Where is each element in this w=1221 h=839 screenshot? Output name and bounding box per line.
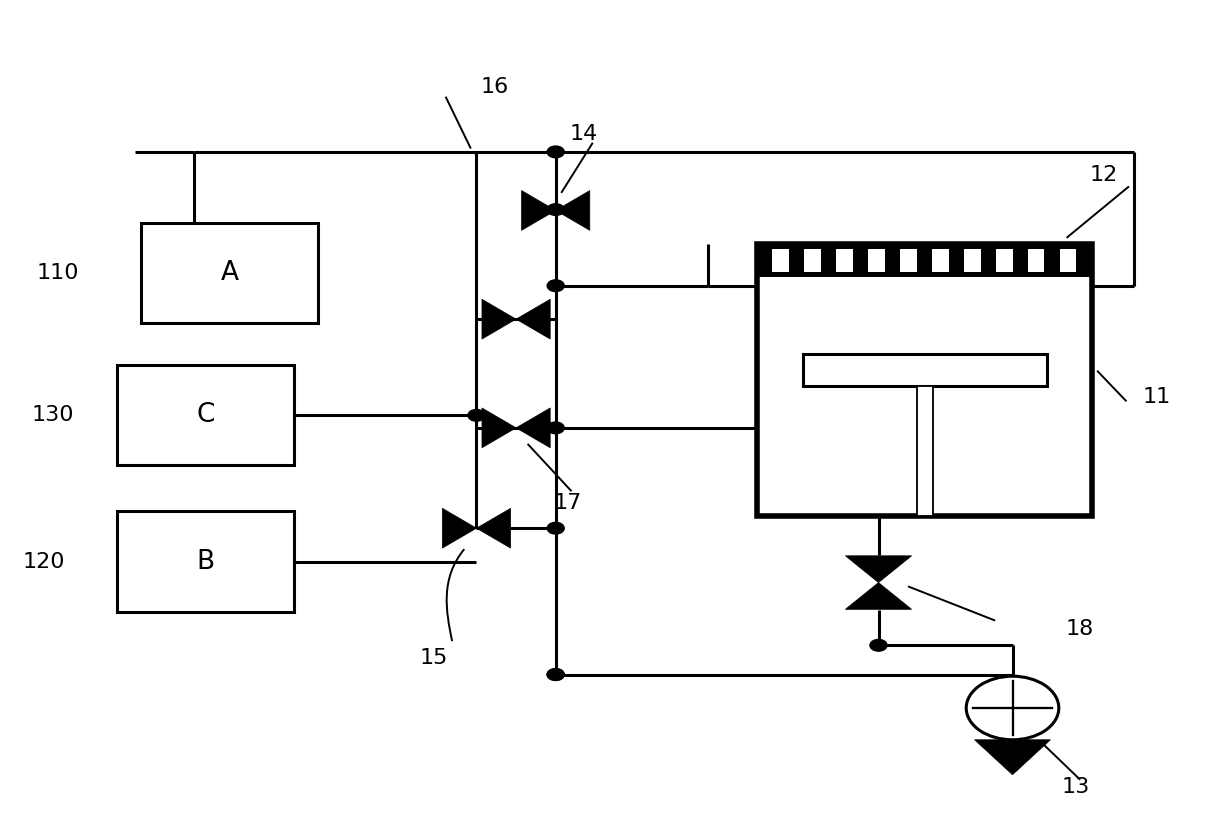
Polygon shape (845, 582, 912, 609)
Text: C: C (197, 403, 215, 429)
FancyBboxPatch shape (1028, 249, 1044, 273)
Circle shape (547, 669, 564, 680)
Circle shape (547, 146, 564, 158)
Circle shape (468, 409, 485, 421)
Text: 15: 15 (420, 648, 448, 668)
FancyBboxPatch shape (900, 249, 917, 273)
Polygon shape (974, 740, 1050, 774)
Text: 16: 16 (481, 76, 509, 96)
Text: 12: 12 (1090, 165, 1118, 185)
Polygon shape (556, 190, 590, 231)
Circle shape (871, 639, 886, 651)
FancyBboxPatch shape (1060, 249, 1077, 273)
Text: 130: 130 (32, 405, 73, 425)
FancyBboxPatch shape (772, 249, 789, 273)
Polygon shape (521, 190, 556, 231)
Text: 110: 110 (37, 263, 78, 283)
Text: 18: 18 (1066, 618, 1094, 638)
Circle shape (547, 523, 564, 534)
FancyBboxPatch shape (868, 249, 884, 273)
Text: B: B (197, 549, 215, 575)
Polygon shape (845, 555, 912, 582)
FancyBboxPatch shape (117, 365, 294, 466)
Text: 14: 14 (569, 123, 598, 143)
FancyBboxPatch shape (917, 386, 933, 516)
FancyBboxPatch shape (963, 249, 980, 273)
Text: A: A (221, 260, 239, 286)
FancyBboxPatch shape (932, 249, 949, 273)
FancyBboxPatch shape (757, 244, 1092, 516)
Polygon shape (442, 508, 476, 548)
Polygon shape (482, 408, 516, 448)
FancyBboxPatch shape (803, 249, 821, 273)
Circle shape (547, 669, 564, 680)
FancyBboxPatch shape (836, 249, 852, 273)
Text: 17: 17 (554, 493, 582, 513)
FancyBboxPatch shape (757, 244, 1092, 278)
Text: 11: 11 (1142, 387, 1171, 407)
Circle shape (547, 422, 564, 434)
Circle shape (547, 204, 564, 216)
Polygon shape (476, 508, 510, 548)
Polygon shape (482, 300, 516, 339)
Text: 13: 13 (1062, 778, 1090, 797)
Text: 120: 120 (23, 552, 65, 571)
FancyBboxPatch shape (803, 354, 1046, 386)
Polygon shape (516, 300, 551, 339)
Circle shape (547, 280, 564, 292)
Polygon shape (516, 408, 551, 448)
FancyBboxPatch shape (117, 512, 294, 612)
FancyBboxPatch shape (142, 223, 319, 323)
FancyBboxPatch shape (996, 249, 1012, 273)
